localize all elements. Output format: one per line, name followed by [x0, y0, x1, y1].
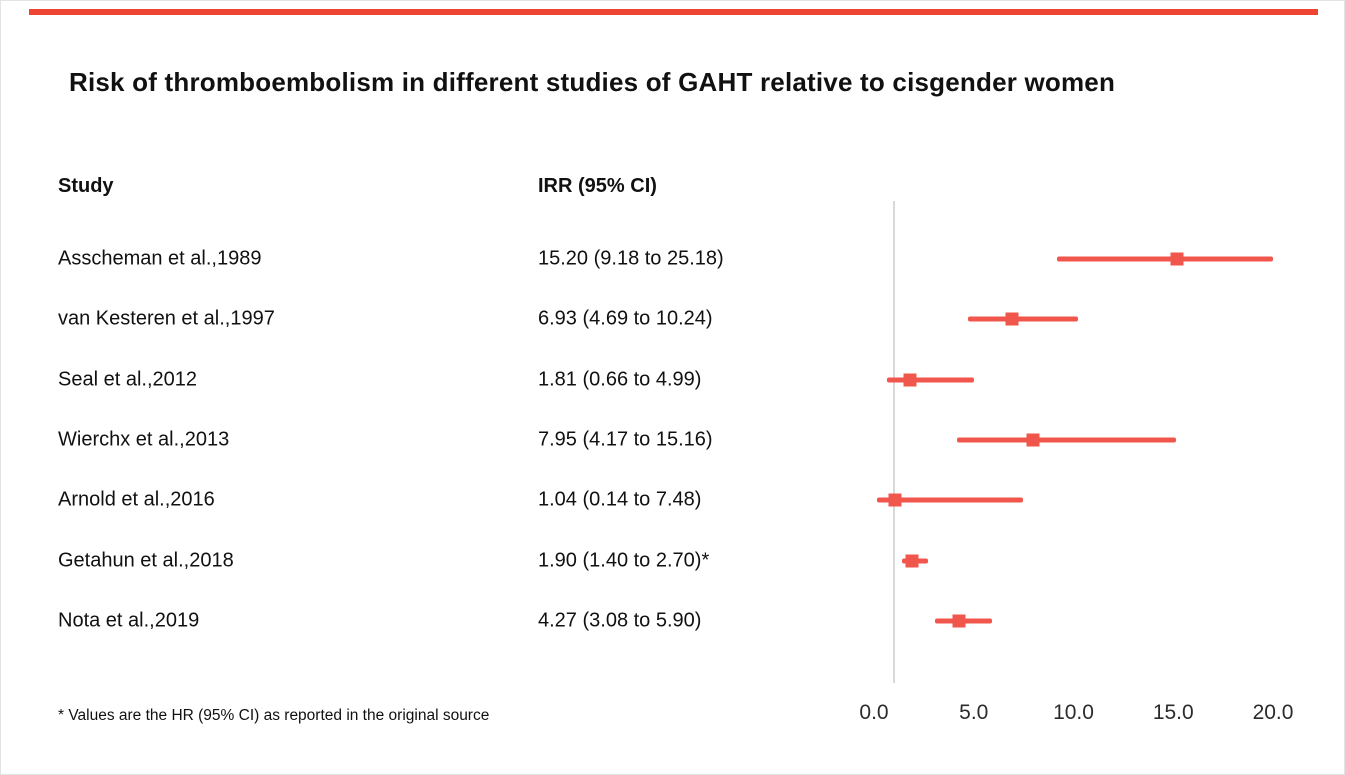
study-label: Arnold et al.,2016 [58, 488, 215, 511]
study-row: Arnold et al.,2016 1.04 (0.14 to 7.48) [58, 470, 1301, 530]
irr-value: 1.04 (0.14 to 7.48) [538, 488, 702, 511]
ci-plot-cell [874, 289, 1273, 349]
ci-line [957, 437, 1177, 443]
study-label: Nota et al.,2019 [58, 609, 200, 632]
point-estimate-marker [1026, 433, 1040, 447]
study-label: Asscheman et al.,1989 [58, 247, 262, 270]
top-accent-bar [29, 9, 1318, 15]
study-row: Seal et al.,2012 1.81 (0.66 to 4.99) [58, 350, 1301, 410]
ci-plot-cell [874, 470, 1273, 530]
x-tick-label: 20.0 [1252, 701, 1294, 724]
x-tick-label: 0.0 [859, 701, 889, 724]
study-label: Wierchx et al.,2013 [58, 428, 230, 451]
study-row: Getahun et al.,2018 1.90 (1.40 to 2.70)* [58, 530, 1301, 590]
ci-plot-cell [874, 591, 1273, 651]
point-estimate-marker [903, 373, 917, 387]
ci-plot-cell [874, 410, 1273, 470]
ci-plot-cell [874, 530, 1273, 590]
study-row: van Kesteren et al.,1997 6.93 (4.69 to 10… [58, 289, 1301, 349]
ci-line [887, 377, 974, 383]
study-rows: Asscheman et al.,1989 15.20 (9.18 to 25.1… [58, 229, 1301, 651]
point-estimate-marker [1005, 312, 1019, 326]
point-estimate-marker [888, 493, 902, 507]
irr-value: 7.95 (4.17 to 15.16) [538, 428, 713, 451]
reference-line [892, 201, 895, 683]
irr-value: 6.93 (4.69 to 10.24) [538, 307, 713, 330]
study-row: Nota et al.,2019 4.27 (3.08 to 5.90) [58, 591, 1301, 651]
ci-line [1057, 256, 1273, 262]
footnote: * Values are the HR (95% CI) as reported… [58, 707, 490, 724]
study-row: Asscheman et al.,1989 15.20 (9.18 to 25.1… [58, 229, 1301, 289]
chart-title: Risk of thromboembolism in different stu… [69, 67, 1116, 97]
irr-column-header: IRR (95% CI) [538, 175, 657, 197]
study-label: van Kesteren et al.,1997 [58, 307, 275, 330]
x-tick-label: 10.0 [1053, 701, 1094, 724]
ci-plot-cell [874, 229, 1273, 289]
x-axis-tick-labels: 0.0 5.0 10.0 15.0 20.0 [859, 701, 1293, 729]
ci-line [967, 316, 1079, 322]
study-row: Wierchx et al.,2013 7.95 (4.17 to 15.16) [58, 410, 1301, 470]
irr-value: 1.81 (0.66 to 4.99) [538, 368, 702, 391]
irr-value: 4.27 (3.08 to 5.90) [538, 609, 702, 632]
point-estimate-marker [905, 554, 919, 568]
point-estimate-marker [1170, 252, 1184, 266]
study-label: Seal et al.,2012 [58, 368, 197, 391]
x-tick-label: 5.0 [959, 701, 989, 724]
ci-line [876, 497, 1024, 503]
point-estimate-marker [952, 614, 966, 628]
irr-value: 1.90 (1.40 to 2.70)* [538, 549, 710, 572]
study-label: Getahun et al.,2018 [58, 549, 234, 572]
ci-plot-cell [874, 350, 1273, 410]
x-tick-label: 15.0 [1152, 701, 1194, 724]
study-column-header: Study [58, 175, 114, 197]
irr-value: 15.20 (9.18 to 25.18) [538, 247, 724, 270]
